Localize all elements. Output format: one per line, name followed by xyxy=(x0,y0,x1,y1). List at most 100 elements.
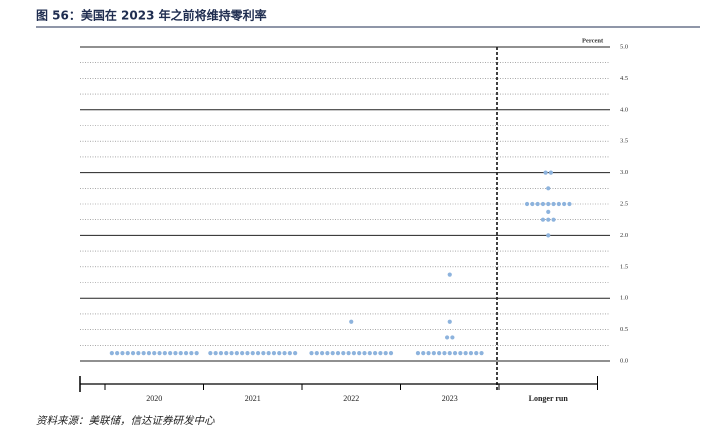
dot xyxy=(282,351,287,356)
dot xyxy=(325,351,330,356)
dot xyxy=(458,351,463,356)
dot xyxy=(320,351,325,356)
dot xyxy=(194,351,199,356)
dot xyxy=(463,351,468,356)
dot xyxy=(168,351,173,356)
dot xyxy=(562,201,567,207)
dot xyxy=(178,351,183,356)
dot xyxy=(277,351,282,356)
dot xyxy=(450,335,455,340)
dot xyxy=(287,351,292,356)
y-tick-label: 0.5 xyxy=(620,326,628,333)
dot xyxy=(415,351,421,356)
dot xyxy=(556,201,561,207)
dot xyxy=(548,170,554,175)
dot xyxy=(535,201,540,207)
dot xyxy=(349,319,354,324)
dot xyxy=(421,351,426,356)
dot xyxy=(234,351,239,356)
dot xyxy=(293,351,298,356)
dot xyxy=(208,351,213,356)
dot xyxy=(250,351,255,356)
dot xyxy=(447,272,452,277)
dot xyxy=(115,351,120,356)
dot xyxy=(546,209,551,214)
dot xyxy=(431,351,436,356)
dot xyxy=(378,351,383,356)
dot xyxy=(442,351,447,356)
dot xyxy=(213,351,218,356)
dot xyxy=(183,351,189,356)
dot xyxy=(479,351,484,356)
dot xyxy=(162,351,167,356)
dot xyxy=(341,351,346,356)
dot xyxy=(120,351,125,356)
y-tick-label: 2.0 xyxy=(620,232,628,239)
dot xyxy=(474,351,479,356)
x-tick-label: 2022 xyxy=(343,394,359,403)
y-tick-label: 4.5 xyxy=(620,75,628,82)
dot xyxy=(383,351,388,356)
dot xyxy=(437,351,442,356)
dot xyxy=(445,335,450,340)
dot xyxy=(540,217,546,222)
dot xyxy=(524,201,530,207)
dot xyxy=(152,351,157,356)
dot xyxy=(240,351,245,356)
y-tick-label: 1.5 xyxy=(620,263,628,270)
dot xyxy=(447,351,452,356)
y-axis-label: Percent xyxy=(582,37,604,44)
dot xyxy=(452,351,458,356)
dot xyxy=(551,201,556,207)
dot xyxy=(567,201,572,207)
dot xyxy=(136,351,141,356)
dot xyxy=(388,351,394,356)
dot xyxy=(543,170,548,175)
dot xyxy=(224,351,229,356)
dot xyxy=(546,217,551,222)
dot xyxy=(218,351,224,356)
dot xyxy=(125,351,130,356)
y-tick-label: 3.0 xyxy=(620,169,628,176)
dot xyxy=(229,351,234,356)
dot xyxy=(109,351,114,356)
source-note: 资料来源：美联储，信达证券研发中心 xyxy=(36,415,215,427)
dot xyxy=(357,351,362,356)
dot xyxy=(255,351,261,356)
dot xyxy=(447,319,452,324)
dot xyxy=(551,217,556,222)
dot xyxy=(546,233,551,238)
dot xyxy=(173,351,178,356)
y-tick-label: 1.0 xyxy=(620,295,628,302)
dot xyxy=(261,351,266,356)
chart-title: 图 56：美国在 2023 年之前将维持零利率 xyxy=(36,8,267,23)
x-tick-label: 2020 xyxy=(146,394,162,403)
dot xyxy=(540,201,546,207)
dot xyxy=(346,351,351,356)
dot xyxy=(314,351,319,356)
dot xyxy=(367,351,372,356)
dot xyxy=(546,186,551,191)
dot xyxy=(546,201,551,207)
y-tick-label: 3.5 xyxy=(620,138,628,145)
dot xyxy=(189,351,194,356)
dot xyxy=(335,351,341,356)
dot xyxy=(330,351,335,356)
dot xyxy=(468,351,474,356)
dot xyxy=(362,351,367,356)
y-tick-label: 5.0 xyxy=(620,43,628,50)
dot xyxy=(373,351,378,356)
dot xyxy=(309,351,314,356)
dot xyxy=(426,351,431,356)
dot xyxy=(266,351,271,356)
dot xyxy=(157,351,162,356)
x-tick-label: 2021 xyxy=(245,394,261,403)
dot xyxy=(146,351,152,356)
dot xyxy=(141,351,146,356)
dot xyxy=(351,351,356,356)
y-tick-label: 2.5 xyxy=(620,200,628,207)
dot xyxy=(130,351,136,356)
dot xyxy=(271,351,277,356)
y-tick-label: 4.0 xyxy=(620,106,628,113)
